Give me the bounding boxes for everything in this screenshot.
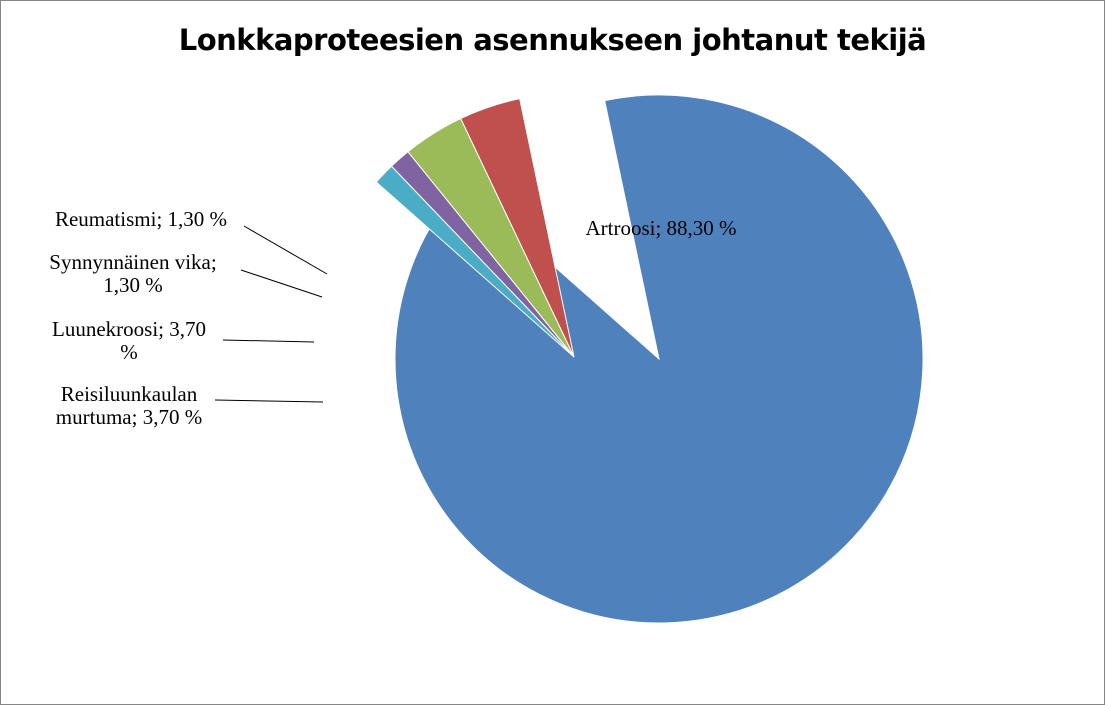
data-label-3: Synnynnäinen vika; 1,30 % xyxy=(49,250,216,297)
data-label-0: Artroosi; 88,30 % xyxy=(585,216,736,240)
leader-line-3 xyxy=(240,269,323,298)
pie-slice-artroosi xyxy=(394,94,924,624)
chart-title: Lonkkaproteesien asennukseen johtanut te… xyxy=(178,23,927,57)
data-label-4: Reumatismi; 1,30 % xyxy=(55,207,227,231)
leader-line-1 xyxy=(214,399,324,403)
data-label-1: Reisiluunkaulan murtuma; 3,70 % xyxy=(56,382,202,429)
pie-slice-reumatismi xyxy=(375,165,575,358)
leader-line-2 xyxy=(222,339,315,343)
data-label-2: Luunekroosi; 3,70% xyxy=(52,317,206,364)
leader-line-4 xyxy=(243,225,328,275)
